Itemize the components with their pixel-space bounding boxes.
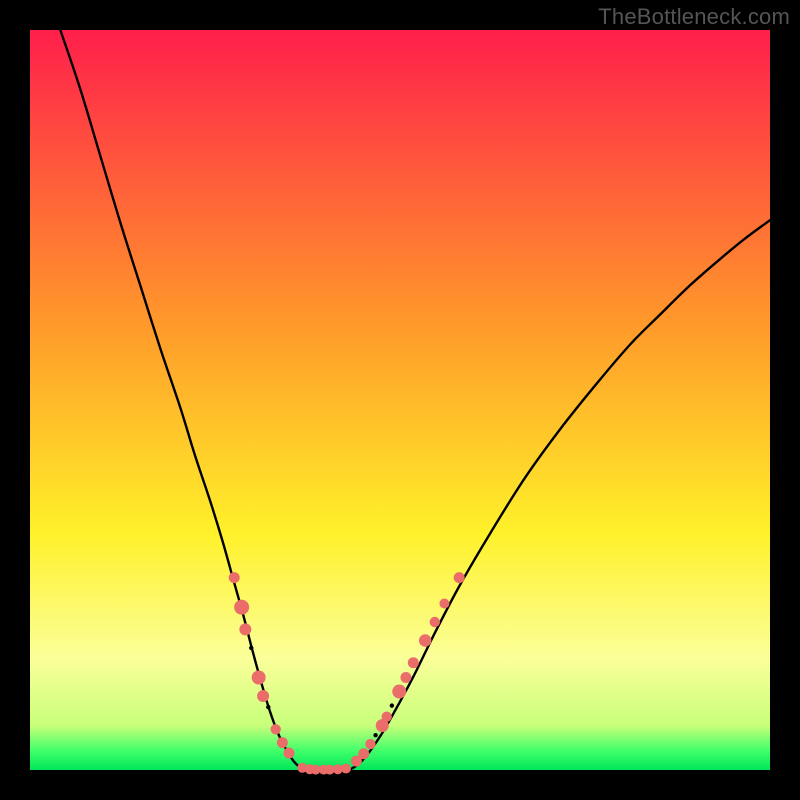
black-dot-right-1 [390,703,394,707]
marker-left-0 [229,572,240,583]
chart-root: TheBottleneck.com [0,0,800,800]
plot-background [30,30,770,770]
marker-right-4 [381,712,391,722]
black-dot-right-0 [373,733,377,737]
marker-right-10 [439,599,449,609]
marker-right-2 [365,739,375,749]
marker-left-4 [257,690,269,702]
watermark-label: TheBottleneck.com [598,4,790,30]
marker-right-11 [454,572,465,583]
marker-valley-6 [341,764,351,774]
marker-right-7 [408,657,419,668]
marker-left-7 [284,747,295,758]
marker-left-5 [270,724,280,734]
marker-right-6 [400,672,411,683]
bottleneck-curve-chart [0,0,800,800]
marker-right-9 [430,617,440,627]
black-dot-left-0 [249,646,253,650]
marker-left-6 [277,737,288,748]
black-dot-left-1 [266,705,270,709]
marker-right-1 [358,748,369,759]
marker-left-2 [239,623,251,635]
marker-right-8 [419,634,431,646]
marker-right-5 [392,685,406,699]
marker-left-1 [234,600,249,615]
marker-left-3 [252,671,266,685]
